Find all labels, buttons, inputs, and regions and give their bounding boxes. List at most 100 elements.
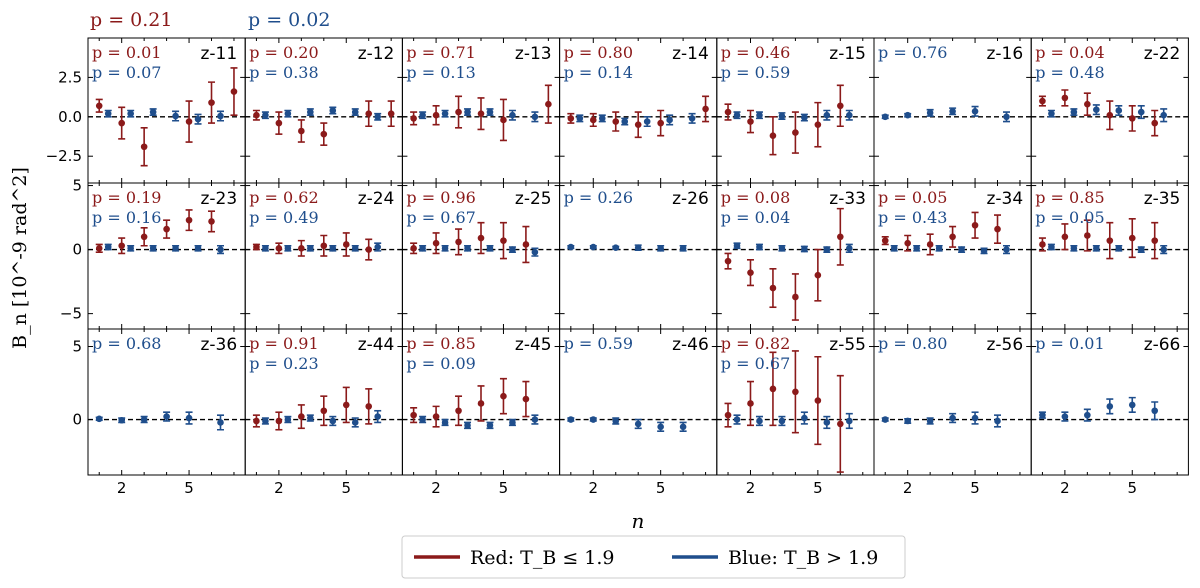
panel-p-blue: p = 0.23 bbox=[249, 354, 318, 373]
red-point bbox=[342, 241, 350, 248]
panel-data bbox=[410, 84, 552, 142]
panel-name: z-22 bbox=[1144, 44, 1181, 64]
blue-point bbox=[1093, 106, 1100, 114]
panel-p-red: p = 0.71 bbox=[406, 43, 475, 62]
red-point bbox=[1106, 111, 1114, 119]
blue-point bbox=[262, 111, 269, 119]
red-point bbox=[230, 88, 238, 95]
red-point bbox=[724, 257, 732, 265]
blue-point bbox=[307, 245, 314, 252]
blue-point bbox=[104, 110, 112, 117]
red-point bbox=[792, 293, 799, 301]
blue-point bbox=[284, 416, 292, 423]
panel-data bbox=[1038, 218, 1168, 260]
blue-point bbox=[612, 417, 620, 425]
blue-point bbox=[1137, 108, 1145, 116]
red-point bbox=[387, 110, 395, 117]
red-point bbox=[1151, 119, 1159, 127]
blue-point bbox=[1137, 246, 1145, 253]
red-point bbox=[769, 284, 777, 292]
red-point bbox=[724, 411, 732, 419]
y-tick-label: 0 bbox=[72, 411, 82, 429]
red-point bbox=[365, 403, 373, 410]
panel-name: z-66 bbox=[1144, 335, 1181, 355]
blue-point bbox=[104, 243, 112, 251]
red-point bbox=[657, 119, 664, 127]
red-point bbox=[522, 395, 530, 403]
red-point bbox=[545, 100, 552, 108]
blue-point bbox=[935, 245, 943, 252]
blue-point bbox=[172, 245, 179, 252]
red-point bbox=[185, 118, 193, 125]
blue-point bbox=[845, 417, 853, 425]
red-point bbox=[320, 242, 328, 250]
red-point bbox=[365, 246, 373, 253]
blue-point bbox=[926, 109, 934, 117]
blue-point bbox=[307, 108, 314, 116]
blue-point bbox=[598, 115, 606, 122]
blue-point bbox=[149, 108, 157, 116]
blue-point bbox=[913, 245, 920, 252]
red-point bbox=[1128, 115, 1136, 122]
panel-z-36: 2 5 0 5 z-36 p = 0.68 bbox=[72, 328, 246, 497]
panel-p-red: p = 0.01 bbox=[92, 43, 161, 62]
panel-z-14: z-14 p = 0.80p = 0.14 bbox=[559, 37, 718, 184]
blue-point bbox=[217, 419, 224, 426]
blue-point bbox=[419, 416, 426, 423]
panel-p-blue: p = 0.80 bbox=[878, 334, 947, 353]
blue-point bbox=[890, 245, 898, 252]
blue-point bbox=[1128, 401, 1136, 409]
blue-point bbox=[823, 111, 831, 119]
panel-z-11: −2.5 0.0 2.5 z-11 p = 0.01p = 0.07 bbox=[46, 37, 246, 184]
x-tick-label: 2 bbox=[1060, 479, 1070, 497]
panel-p-blue: p = 0.07 bbox=[92, 63, 161, 82]
panel-p-blue: p = 0.16 bbox=[92, 208, 161, 227]
panel-p-blue: p = 0.49 bbox=[249, 208, 318, 227]
panel-data bbox=[252, 232, 382, 261]
red-point bbox=[477, 234, 485, 242]
y-tick-label: 0.0 bbox=[58, 108, 82, 126]
panel-data bbox=[252, 386, 382, 431]
blue-point bbox=[1115, 245, 1123, 252]
blue-point bbox=[351, 108, 359, 116]
blue-point bbox=[679, 245, 687, 252]
blue-point bbox=[971, 414, 979, 422]
x-tick-label: 2 bbox=[274, 479, 284, 497]
red-point bbox=[275, 119, 283, 127]
blue-point bbox=[140, 416, 148, 423]
blue-point bbox=[801, 114, 808, 121]
panel-p-blue: p = 0.09 bbox=[406, 354, 475, 373]
panel-data bbox=[95, 411, 224, 431]
red-point bbox=[1039, 241, 1046, 248]
x-tick-label: 2 bbox=[903, 479, 913, 497]
panel-data bbox=[567, 243, 687, 252]
red-point bbox=[949, 233, 956, 241]
red-point bbox=[1061, 233, 1069, 241]
red-point bbox=[477, 110, 485, 117]
panel-grid: −2.50.02.5z-11p = 0.01p = 0.07z-12p = 0.… bbox=[46, 37, 1189, 497]
red-point bbox=[298, 245, 305, 252]
panel-p-blue: p = 0.14 bbox=[564, 63, 633, 82]
blue-point bbox=[567, 416, 575, 423]
red-point bbox=[747, 400, 754, 407]
panel-p-blue: p = 0.67 bbox=[721, 354, 790, 373]
red-point bbox=[208, 99, 215, 106]
panel-p-blue: p = 0.67 bbox=[406, 208, 475, 227]
panel-name: z-33 bbox=[829, 189, 866, 209]
blue-point bbox=[441, 245, 449, 252]
red-point bbox=[904, 239, 911, 247]
panel-name: z-46 bbox=[672, 335, 709, 355]
panel-name: z-11 bbox=[200, 44, 237, 64]
panel-p-red: p = 0.62 bbox=[249, 188, 318, 207]
blue-point bbox=[958, 246, 965, 253]
red-point bbox=[275, 245, 283, 252]
blue-point bbox=[1093, 245, 1100, 252]
red-point bbox=[724, 108, 732, 116]
blue-point bbox=[643, 118, 651, 125]
panel-data bbox=[410, 377, 539, 430]
panel-z-35: z-35 p = 0.85p = 0.05 bbox=[1030, 182, 1189, 330]
blue-point bbox=[1003, 246, 1010, 253]
panel-name: z-35 bbox=[1144, 189, 1181, 209]
y-axis-label: B_n [10^-9 rad^2] bbox=[9, 167, 31, 349]
panel-name: z-23 bbox=[200, 189, 237, 209]
